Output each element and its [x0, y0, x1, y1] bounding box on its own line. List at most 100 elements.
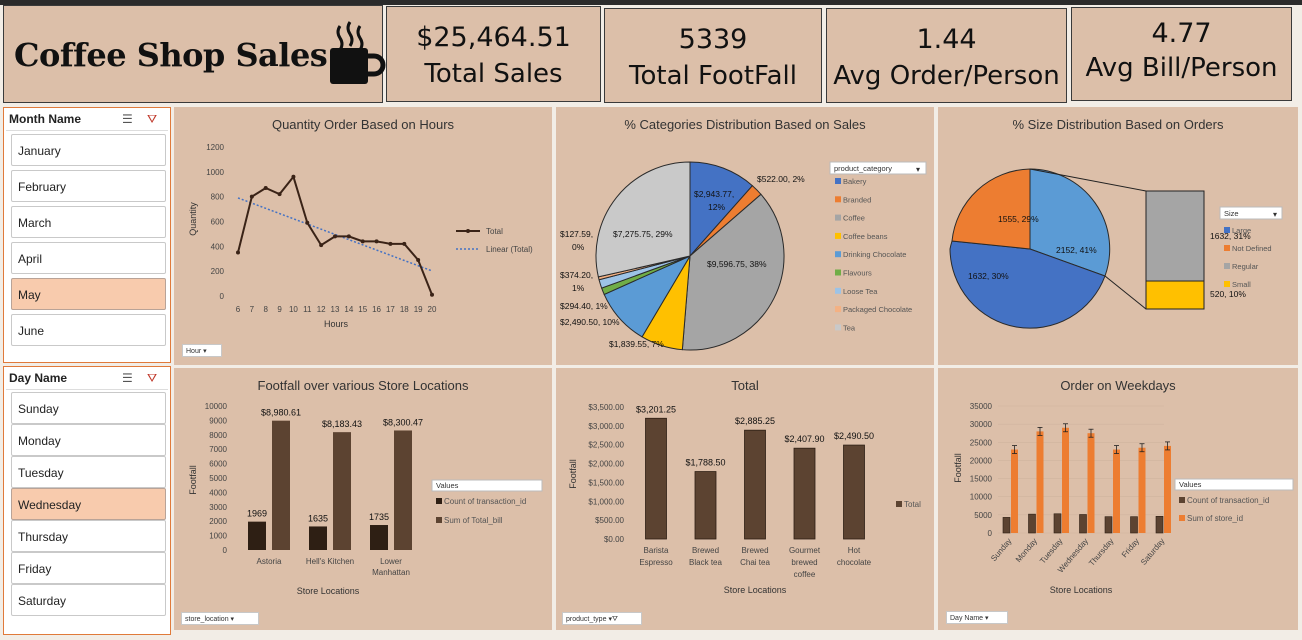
legend-item: Count of transaction_id [1187, 496, 1269, 505]
x-tick-label: 18 [400, 305, 409, 314]
kpi-value: $25,464.51 [416, 22, 571, 53]
product-type-field-button[interactable]: product_type ▾⛛ [562, 612, 642, 625]
footfall-chart-panel: Footfall over various Store Locations 0 1… [174, 368, 552, 630]
categories-pie-chart: $2,943.77, 12% $522.00, 2% $9,596.75, 38% $1… [560, 161, 927, 351]
slicer-item-tuesday[interactable]: Tuesday [11, 456, 166, 488]
legend-field-button[interactable] [1174, 478, 1294, 491]
day-slicer: Day Name ☰ ⛛ Sunday Monday Tuesday Wedne… [3, 366, 171, 635]
legend-swatch [1224, 263, 1230, 269]
slicer-item-monday[interactable]: Monday [11, 424, 166, 456]
legend-field-button[interactable] [1219, 206, 1283, 220]
y-tick-label: 2000 [209, 517, 227, 526]
legend-field-button[interactable] [829, 161, 927, 175]
data-point [374, 239, 379, 244]
hour-field-button[interactable]: Hour ▾ [182, 344, 222, 357]
bar [1079, 514, 1087, 534]
multi-select-icon[interactable]: ☰ [122, 371, 133, 385]
bar [744, 429, 766, 540]
data-point [402, 241, 407, 246]
connector-line [1029, 168, 1147, 192]
dropdown-arrow-icon: ▾ [203, 348, 207, 355]
y-tick-label: 9000 [209, 416, 227, 425]
slicer-item-thursday[interactable]: Thursday [11, 520, 166, 552]
slicer-item-march[interactable]: March [11, 206, 166, 238]
x-tick-label: 6 [236, 305, 241, 314]
data-label: $127.59, [560, 229, 593, 239]
multi-select-icon[interactable]: ☰ [122, 112, 133, 126]
legend-swatch [1224, 245, 1230, 251]
slicer-item-saturday[interactable]: Saturday [11, 584, 166, 616]
legend-total: Total [486, 227, 503, 236]
y-tick-label: 5000 [974, 511, 992, 520]
data-label: $2,943.77, [694, 189, 734, 199]
kpi-label: Avg Order/Person [833, 61, 1060, 91]
x-tick-label: 8 [263, 305, 268, 314]
bar [1062, 427, 1069, 533]
legend-swatch [835, 269, 841, 276]
title-card: Coffee Shop Sales [3, 5, 386, 103]
weekdays-bar-chart: 0 5000 10000 15000 20000 25000 30000 35000 Sunda… [953, 402, 1294, 595]
x-tick-label: Monday [1014, 537, 1039, 565]
x-axis-label: Store Locations [297, 586, 360, 596]
bar-segment-regular [1145, 190, 1205, 282]
kpi-value: 1.44 [916, 24, 977, 55]
x-tick-label: Lower [380, 557, 402, 566]
legend-swatch [436, 517, 442, 523]
slicer-item-wednesday[interactable]: Wednesday [11, 488, 166, 520]
legend-swatch [835, 178, 841, 184]
y-tick-label: 25000 [970, 438, 993, 447]
bar [793, 447, 816, 540]
data-label: 12% [708, 202, 725, 212]
footfall-bar-chart: 0 1000 2000 3000 4000 5000 6000 7000 8000 9000 100… [188, 402, 543, 596]
data-label: 1635 [308, 513, 328, 523]
data-label: $2,490.50 [834, 431, 874, 441]
field-button-label: product_type [566, 616, 607, 623]
slicer-item-may[interactable]: May [11, 278, 166, 310]
day-name-field-button[interactable]: Day Name ▾ [946, 611, 1008, 624]
y-tick-label: 600 [211, 218, 225, 227]
data-label: $8,980.61 [261, 408, 301, 418]
chart-title: Quantity Order Based on Hours [271, 117, 455, 132]
pie-slice [681, 193, 785, 351]
legend-item: Total [904, 500, 921, 509]
x-tick-label: 17 [386, 305, 395, 314]
data-label: $294.40, 1% [560, 301, 608, 311]
total-bar-chart: $0.00 $500.00 $1,000.00 $1,500.00 $2,000.00 $… [568, 403, 921, 595]
slicer-item-january[interactable]: January [11, 134, 166, 166]
y-tick-label: $500.00 [595, 516, 624, 525]
bar [272, 420, 290, 550]
y-tick-label: 3000 [209, 503, 227, 512]
bar [248, 521, 266, 550]
x-tick-label: Hell's Kitchen [306, 557, 354, 566]
bar [333, 432, 351, 550]
bar [1036, 431, 1044, 533]
legend-item: Packaged Chocolate [843, 305, 912, 314]
legend-item: Regular [1232, 262, 1259, 271]
dropdown-arrow-icon: ▾ [1273, 210, 1277, 219]
legend-field-button[interactable] [431, 479, 543, 492]
slicer-item-sunday[interactable]: Sunday [11, 392, 166, 424]
kpi-value: 4.77 [1151, 18, 1212, 49]
slicer-item-friday[interactable]: Friday [11, 552, 166, 584]
slicer-item-february[interactable]: February [11, 170, 166, 202]
data-point [416, 257, 421, 262]
x-tick-label: Saturday [1139, 537, 1166, 567]
legend-swatch [1224, 281, 1230, 287]
y-tick-label: 1000 [206, 168, 224, 177]
store-location-field-button[interactable]: store_location ▾ [181, 612, 259, 625]
y-tick-label: 7000 [209, 445, 227, 454]
x-tick-label: Brewed [692, 546, 719, 555]
field-button-label: store_location [185, 616, 229, 623]
clear-filter-icon[interactable]: ⛛ [147, 112, 158, 126]
bar [1104, 516, 1113, 534]
y-axis-label: Footfall [568, 459, 578, 489]
y-tick-label: 30000 [970, 420, 993, 429]
slicer-item-june[interactable]: June [11, 314, 166, 346]
y-axis-label: Footfall [953, 453, 963, 483]
slicer-item-april[interactable]: April [11, 242, 166, 274]
data-point [263, 185, 268, 190]
clear-filter-icon[interactable]: ⛛ [147, 371, 158, 385]
legend-item: Coffee [843, 214, 865, 223]
y-tick-label: 0 [220, 292, 225, 301]
legend-swatch [1179, 497, 1185, 503]
